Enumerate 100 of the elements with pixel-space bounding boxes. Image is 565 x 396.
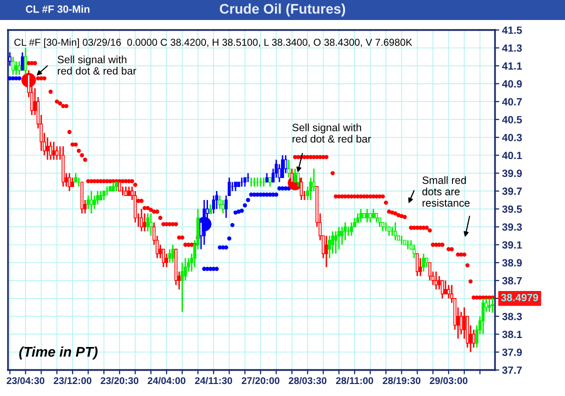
- candlestick: [140, 208, 144, 232]
- candlestick: [438, 275, 441, 290]
- y-tick-label: 37.7: [502, 366, 522, 374]
- candlestick: [171, 244, 174, 264]
- point: [214, 266, 219, 271]
- candlestick: [472, 329, 476, 348]
- candlestick: [218, 194, 222, 210]
- y-tick-label: 38.7: [502, 277, 522, 284]
- candlestick: [418, 257, 422, 277]
- candlestick: [165, 252, 168, 268]
- point: [230, 222, 234, 228]
- y-tick-label: 38.1: [502, 330, 522, 338]
- x-tick-label: 23/12:00: [54, 376, 92, 384]
- point: [17, 76, 22, 80]
- candlestick: [24, 47, 28, 76]
- y-tick-label: 40.1: [502, 152, 522, 160]
- y-tick-label: 40.3: [502, 134, 522, 142]
- candlestick: [11, 56, 15, 76]
- y-tick-label: 39.7: [502, 188, 522, 195]
- candlestick: [278, 164, 281, 183]
- candlestick: [96, 190, 100, 206]
- point: [246, 198, 250, 202]
- candlestick: [92, 194, 96, 210]
- chart-subtitle: CL #F 30-Min: [26, 5, 90, 13]
- candlestick: [366, 208, 369, 224]
- candlestick: [55, 146, 58, 160]
- candlestick: [134, 190, 137, 224]
- candlestick: [359, 208, 362, 224]
- annotation: Sell signal with red dot & red bar: [292, 124, 371, 143]
- candlestick: [428, 262, 432, 282]
- candlestick: [328, 235, 332, 259]
- x-tick-label: 24/04:00: [148, 376, 186, 384]
- y-tick-label: 41.5: [502, 26, 522, 34]
- y-tick-label: 38.3: [502, 312, 522, 320]
- candlestick: [215, 190, 218, 210]
- candlestick: [440, 280, 444, 300]
- candlestick: [149, 212, 152, 236]
- candlestick: [284, 154, 288, 174]
- candlestick: [350, 222, 353, 236]
- point: [224, 245, 228, 250]
- y-tick-label: 39.3: [502, 223, 522, 231]
- point: [240, 208, 244, 213]
- annotation: (Time in PT): [19, 346, 98, 360]
- candlestick: [340, 226, 344, 246]
- candlestick: [146, 212, 150, 232]
- candlestick: [287, 159, 290, 178]
- candlestick: [52, 141, 56, 160]
- y-tick-label: 39.5: [502, 205, 522, 213]
- y-tick-label: 40.9: [502, 80, 522, 88]
- candlestick: [162, 248, 165, 268]
- candlestick: [331, 230, 334, 254]
- candlestick: [68, 172, 71, 192]
- candlestick: [394, 222, 397, 241]
- candlestick: [221, 199, 224, 214]
- x-tick-label: 24/11:30: [194, 376, 232, 384]
- candlestick: [49, 141, 52, 160]
- candlestick: [14, 60, 18, 76]
- candlestick: [344, 222, 347, 241]
- candlestick: [212, 194, 216, 214]
- chart-title: Crude Oil (Futures): [220, 4, 346, 16]
- candlestick: [337, 226, 340, 250]
- candlestick: [274, 159, 278, 178]
- candlestick: [168, 248, 172, 264]
- x-tick-label: 28/03:30: [288, 376, 326, 384]
- candlestick: [143, 212, 146, 232]
- y-tick-label: 38.9: [502, 259, 522, 267]
- text: 38.4979: [501, 294, 538, 302]
- x-tick-label: 28/19:30: [382, 376, 420, 384]
- candlestick: [46, 136, 50, 160]
- y-tick-label: 41.3: [502, 44, 522, 52]
- candlestick: [90, 190, 93, 214]
- candlestick: [86, 194, 90, 210]
- y-tick-label: 40.7: [502, 98, 522, 106]
- point: [242, 203, 248, 208]
- point: [227, 236, 232, 241]
- annotation: Sell signal with red dot & red bar: [58, 56, 136, 75]
- candlestick: [334, 230, 338, 254]
- y-tick-label: 39.1: [502, 241, 522, 249]
- candlestick: [490, 296, 494, 314]
- candlestick: [462, 306, 466, 340]
- annotation: CL #F [30-Min] 03/29/16 0.0000 C 38.4200, H 38.5100, L 38.3400, O 38.4300, V 7.6980K: [14, 38, 412, 48]
- candlestick: [281, 154, 284, 178]
- candlestick: [18, 60, 21, 76]
- candlestick: [8, 52, 12, 66]
- x-tick-label: 27/20:00: [242, 376, 280, 384]
- y-tick-label: 41.1: [502, 62, 522, 70]
- candlestick: [447, 284, 450, 300]
- y-tick-label: 40.5: [502, 116, 522, 124]
- candlestick: [422, 252, 426, 272]
- y-tick-label: 39.9: [502, 170, 522, 178]
- point: [274, 192, 278, 197]
- candlestick: [20, 52, 24, 71]
- x-tick-label: 23/20:30: [100, 376, 138, 384]
- candlestick: [434, 270, 438, 290]
- candlestick: [460, 311, 463, 335]
- x-tick-label: 23/04:30: [6, 376, 44, 384]
- x-tick-label: 28/11:00: [336, 376, 374, 384]
- annotation: Small red dots are resistance: [422, 176, 470, 207]
- candlestick: [294, 168, 297, 183]
- x-tick-label: 29/03:00: [430, 376, 468, 384]
